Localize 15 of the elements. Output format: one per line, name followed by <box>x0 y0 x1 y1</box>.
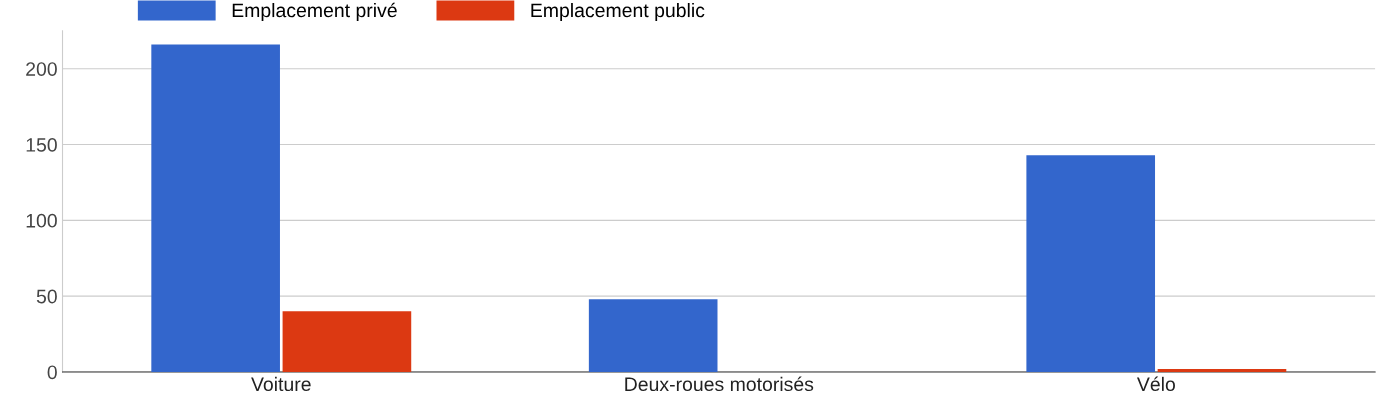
y-tick-label: 200 <box>26 62 57 76</box>
bar <box>588 299 718 372</box>
y-tick-label: 100 <box>26 213 57 228</box>
bar <box>1157 368 1287 372</box>
y-tick-label: 50 <box>36 289 57 304</box>
bar <box>151 44 280 372</box>
legend-label: Emplacement public <box>531 2 705 22</box>
y-tick-label: 150 <box>26 138 57 152</box>
legend-label: Emplacement privé <box>232 2 397 22</box>
bar <box>282 311 412 372</box>
x-tick-label: Vélo <box>1136 376 1175 392</box>
y-tick-label: 0 <box>47 365 57 380</box>
x-tick-label: Voiture <box>251 376 311 392</box>
x-tick-label: Deux-roues motorisés <box>625 376 814 392</box>
bar <box>1026 155 1156 372</box>
